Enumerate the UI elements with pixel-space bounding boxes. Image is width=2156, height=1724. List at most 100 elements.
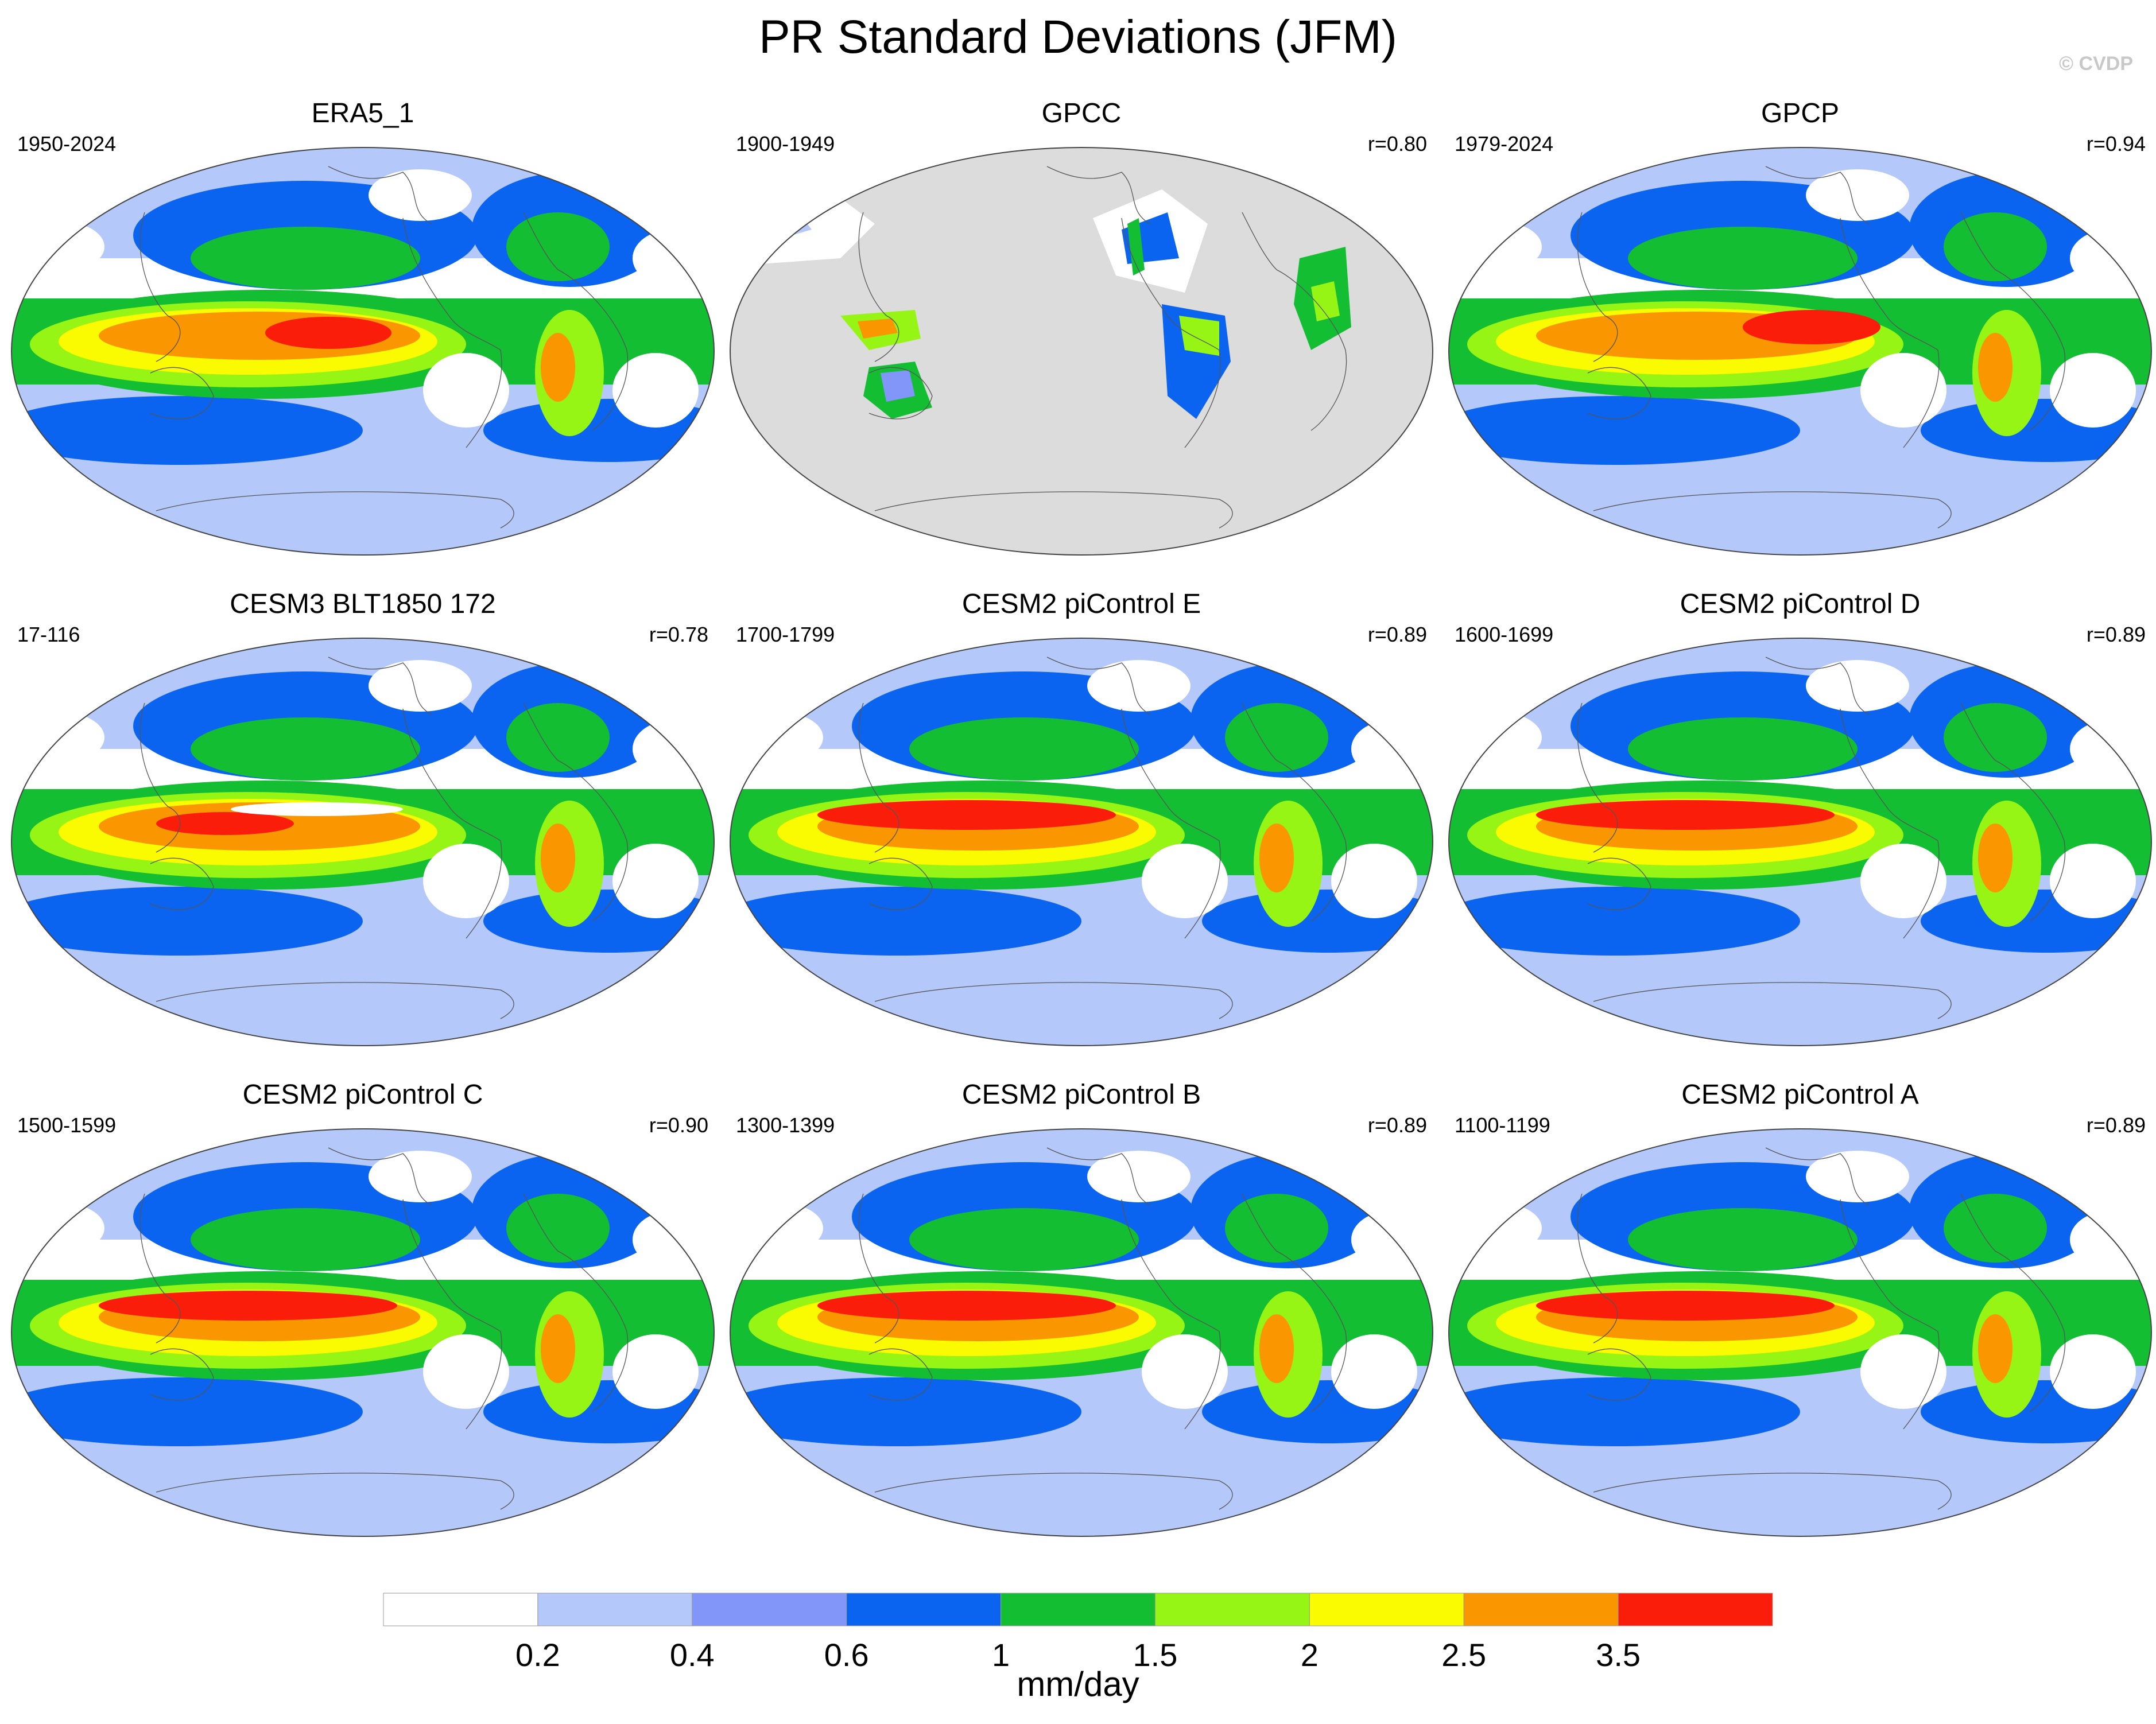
colorbar-swatch [1463,1593,1619,1626]
coast-asia [1577,1193,1618,1344]
se-pacific-dry [423,353,509,428]
map-canvas [730,1128,1433,1537]
arctic-dry [369,1151,472,1202]
asia-dry [1450,1202,1542,1254]
sahara-dry [1351,720,1432,778]
sahara-dry [633,1211,713,1268]
se-atlantic-dry [612,1334,699,1409]
panel-title: CESM2 piControl C [242,1080,483,1110]
coast-americas [402,1199,502,1430]
arctic-dry [1806,660,1909,712]
antarctica [1559,981,2041,1033]
coast-africa [1960,212,2066,431]
npacific-green [1628,717,1858,781]
map-panel: CESM2 piControl E 1700-1799 r=0.89 [726,588,1437,1047]
map-border [730,147,1433,556]
panel-correlation: r=0.89 [2086,1113,2146,1137]
sahara-dry [633,720,713,778]
tropical-red [1536,1291,1835,1321]
colorbar-swatch [1309,1593,1464,1626]
map-field [1449,1129,2151,1536]
africa-core [1978,1314,2012,1383]
coast-australia [150,857,214,910]
npacific-green [191,1208,420,1271]
coast-antarctica [874,491,1233,529]
asia-dry [731,1202,823,1254]
africa-core [541,1314,575,1383]
n-america-west-coast [1127,218,1145,275]
spacific-band [1449,396,1800,465]
natlantic-green [1225,1194,1328,1263]
panel-correlation: r=0.90 [649,1113,708,1137]
spacific-band [730,887,1081,956]
map-panel: CESM2 piControl A 1100-1199 r=0.89 [1444,1079,2156,1538]
coast-asia [858,212,899,362]
natlantic-green [1944,1194,2047,1263]
coast-asia [1577,702,1618,853]
natlantic-green [506,212,610,281]
se-pacific-dry [1860,1334,1946,1409]
npacific-green [909,717,1139,781]
figure-title: PR Standard Deviations (JFM) [759,11,1397,63]
coast-americas [1840,708,1940,939]
africa-core [1978,333,2012,402]
coast-antarctica [156,1473,514,1510]
sahara-dry [2070,720,2150,778]
asia-dry [1450,221,1542,273]
arctic-dry [369,169,472,221]
asia-dry [13,221,104,273]
coast-africa [523,1193,629,1412]
se-pacific-dry [423,844,509,918]
amazon [1179,316,1219,356]
coast-australia [1587,857,1651,910]
spacific-band [11,887,363,956]
se-atlantic-dry [1331,844,1417,918]
africa-core [1311,281,1340,321]
tropical-red [1536,800,1835,830]
spacific-band [1449,887,1800,956]
map-canvas [730,638,1433,1046]
coast-africa [1242,702,1347,922]
coast-australia [1587,367,1651,420]
natlantic-green [506,703,610,772]
coast-africa [523,212,629,431]
se-pacific-dry [1860,353,1946,428]
colorbar-swatch [692,1593,847,1626]
se-pacific-dry [1142,844,1228,918]
npacific-green [1628,227,1858,290]
natlantic-green [1225,703,1328,772]
coast-asia [858,1193,899,1344]
coast-arctic [1046,657,1151,715]
map-canvas [11,147,715,556]
se-atlantic-dry [2050,353,2136,428]
spacific-band [11,1377,363,1446]
coast-australia [150,367,214,420]
antarctica [1559,1472,2041,1524]
coast-australia [868,857,933,910]
panel-title: ERA5_1 [311,98,414,129]
colorbar-unit-label: mm/day [1017,1665,1139,1703]
panel-title: CESM2 piControl B [961,1080,1201,1110]
se-atlantic-dry [612,353,699,428]
coast-arctic [328,1147,432,1206]
npacific-green [1628,1208,1858,1271]
panel-title: GPCP [1761,98,1840,129]
australia-interior [881,370,915,402]
se-atlantic-dry [2050,1334,2136,1409]
map-field [1449,638,2151,1046]
map-border [11,147,715,556]
colorbar-swatch [1154,1593,1310,1626]
map-panel: CESM2 piControl D 1600-1699 r=0.89 [1444,588,2156,1047]
maritime-core [858,319,898,339]
africa-core [541,333,575,402]
coast-antarctica [874,982,1233,1019]
panel-period: 17-116 [17,623,80,646]
coast-antarctica [156,491,514,529]
colorbar-swatch [1618,1593,1773,1626]
spacific-band [1449,1377,1800,1446]
coast-australia [868,1348,933,1401]
tropical-red [156,812,294,835]
se-atlantic-dry [2050,844,2136,918]
tropical-red [265,317,391,349]
coast-asia [139,702,181,853]
